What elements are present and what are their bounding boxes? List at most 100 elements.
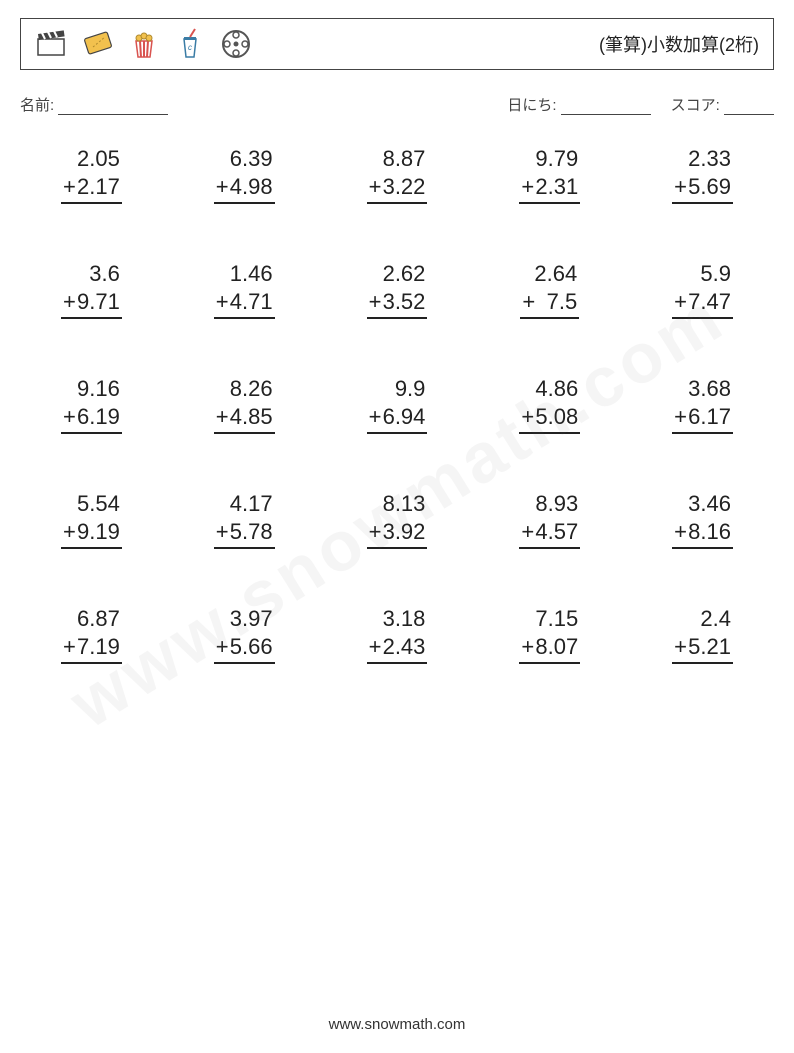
addition-stack: 4.86+5.08	[519, 375, 580, 434]
addend-top: 9.16	[61, 375, 122, 403]
problem-cell: 5.9+7.47	[631, 260, 774, 319]
addition-stack: 1.46+4.71	[214, 260, 275, 319]
addend-bottom-row: +3.22	[367, 173, 428, 205]
addend-bottom-row: +4.85	[214, 403, 275, 435]
addend-bottom: 2.17	[77, 173, 120, 201]
addend-bottom-row: +7.19	[61, 633, 122, 665]
operator: +	[63, 518, 77, 546]
operator: +	[63, 403, 77, 431]
addend-bottom-row: +5.08	[519, 403, 580, 435]
addend-bottom: 4.85	[230, 403, 273, 431]
addend-bottom-row: +6.94	[367, 403, 428, 435]
date-field: 日にち:	[507, 94, 650, 115]
footer-url: www.snowmath.com	[0, 1016, 794, 1033]
addend-bottom-row: +7.47	[672, 288, 733, 320]
operator: +	[521, 633, 535, 661]
operator: +	[369, 403, 383, 431]
addend-bottom-row: +7.5	[520, 288, 579, 320]
addend-bottom: 5.66	[230, 633, 273, 661]
worksheet-header: c (筆算)小数加算(2桁)	[20, 18, 774, 70]
addend-bottom: 6.94	[383, 403, 426, 431]
addend-bottom-row: +3.52	[367, 288, 428, 320]
addend-bottom: 7.19	[77, 633, 120, 661]
addend-top: 5.54	[61, 490, 122, 518]
addend-top: 2.64	[520, 260, 579, 288]
addend-bottom-row: +4.98	[214, 173, 275, 205]
addend-bottom-row: +2.17	[61, 173, 122, 205]
addend-top: 6.87	[61, 605, 122, 633]
operator: +	[521, 518, 535, 546]
score-label: スコア:	[671, 97, 720, 114]
date-label: 日にち:	[507, 97, 556, 114]
addend-bottom-row: +5.69	[672, 173, 733, 205]
operator: +	[369, 173, 383, 201]
addition-stack: 2.4+5.21	[672, 605, 733, 664]
problem-cell: 2.4+5.21	[631, 605, 774, 664]
addend-bottom: 2.31	[535, 173, 578, 201]
operator: +	[63, 288, 77, 316]
addition-stack: 9.16+6.19	[61, 375, 122, 434]
problem-cell: 3.46+8.16	[631, 490, 774, 549]
addend-bottom-row: +8.16	[672, 518, 733, 550]
problem-cell: 8.13+3.92	[326, 490, 469, 549]
operator: +	[674, 173, 688, 201]
addend-bottom-row: +5.21	[672, 633, 733, 665]
addend-top: 9.79	[519, 145, 580, 173]
addition-stack: 4.17+5.78	[214, 490, 275, 549]
operator: +	[216, 633, 230, 661]
problem-cell: 2.64+7.5	[478, 260, 621, 319]
addition-stack: 3.68+6.17	[672, 375, 733, 434]
name-blank	[58, 99, 168, 115]
problem-cell: 2.05+2.17	[20, 145, 163, 204]
problem-cell: 7.15+8.07	[478, 605, 621, 664]
addend-top: 8.13	[367, 490, 428, 518]
addend-top: 2.05	[61, 145, 122, 173]
addend-bottom: 8.07	[535, 633, 578, 661]
addition-stack: 3.6+9.71	[61, 260, 122, 319]
addition-stack: 9.79+2.31	[519, 145, 580, 204]
problem-cell: 2.62+3.52	[326, 260, 469, 319]
film-reel-icon	[219, 27, 253, 61]
addend-bottom: 6.19	[77, 403, 120, 431]
addend-top: 7.15	[519, 605, 580, 633]
operator: +	[369, 518, 383, 546]
addend-bottom: 9.19	[77, 518, 120, 546]
addend-top: 6.39	[214, 145, 275, 173]
problem-cell: 8.26+4.85	[173, 375, 316, 434]
operator: +	[674, 518, 688, 546]
addend-bottom-row: +2.43	[367, 633, 428, 665]
score-field: スコア:	[671, 94, 774, 115]
addition-stack: 8.93+4.57	[519, 490, 580, 549]
addition-stack: 7.15+8.07	[519, 605, 580, 664]
addend-top: 5.9	[672, 260, 733, 288]
addend-top: 3.18	[367, 605, 428, 633]
addition-stack: 8.13+3.92	[367, 490, 428, 549]
problem-cell: 4.86+5.08	[478, 375, 621, 434]
addend-bottom: 5.21	[688, 633, 731, 661]
addition-stack: 5.9+7.47	[672, 260, 733, 319]
problem-cell: 6.87+7.19	[20, 605, 163, 664]
addend-bottom: 5.08	[535, 403, 578, 431]
clapperboard-icon	[35, 27, 69, 61]
addend-bottom: 9.71	[77, 288, 120, 316]
addition-stack: 2.05+2.17	[61, 145, 122, 204]
addition-stack: 3.46+8.16	[672, 490, 733, 549]
addend-bottom-row: +6.19	[61, 403, 122, 435]
operator: +	[63, 633, 77, 661]
operator: +	[63, 173, 77, 201]
addend-bottom: 7.47	[688, 288, 731, 316]
addition-stack: 3.97+5.66	[214, 605, 275, 664]
operator: +	[216, 173, 230, 201]
addend-bottom: 3.92	[383, 518, 426, 546]
addition-stack: 5.54+9.19	[61, 490, 122, 549]
addend-bottom: 3.22	[383, 173, 426, 201]
operator: +	[216, 403, 230, 431]
problem-cell: 3.68+6.17	[631, 375, 774, 434]
operator: +	[674, 288, 688, 316]
date-blank	[561, 99, 651, 115]
problem-cell: 1.46+4.71	[173, 260, 316, 319]
ticket-icon	[81, 27, 115, 61]
addition-stack: 2.33+5.69	[672, 145, 733, 204]
problem-cell: 6.39+4.98	[173, 145, 316, 204]
problem-cell: 2.33+5.69	[631, 145, 774, 204]
